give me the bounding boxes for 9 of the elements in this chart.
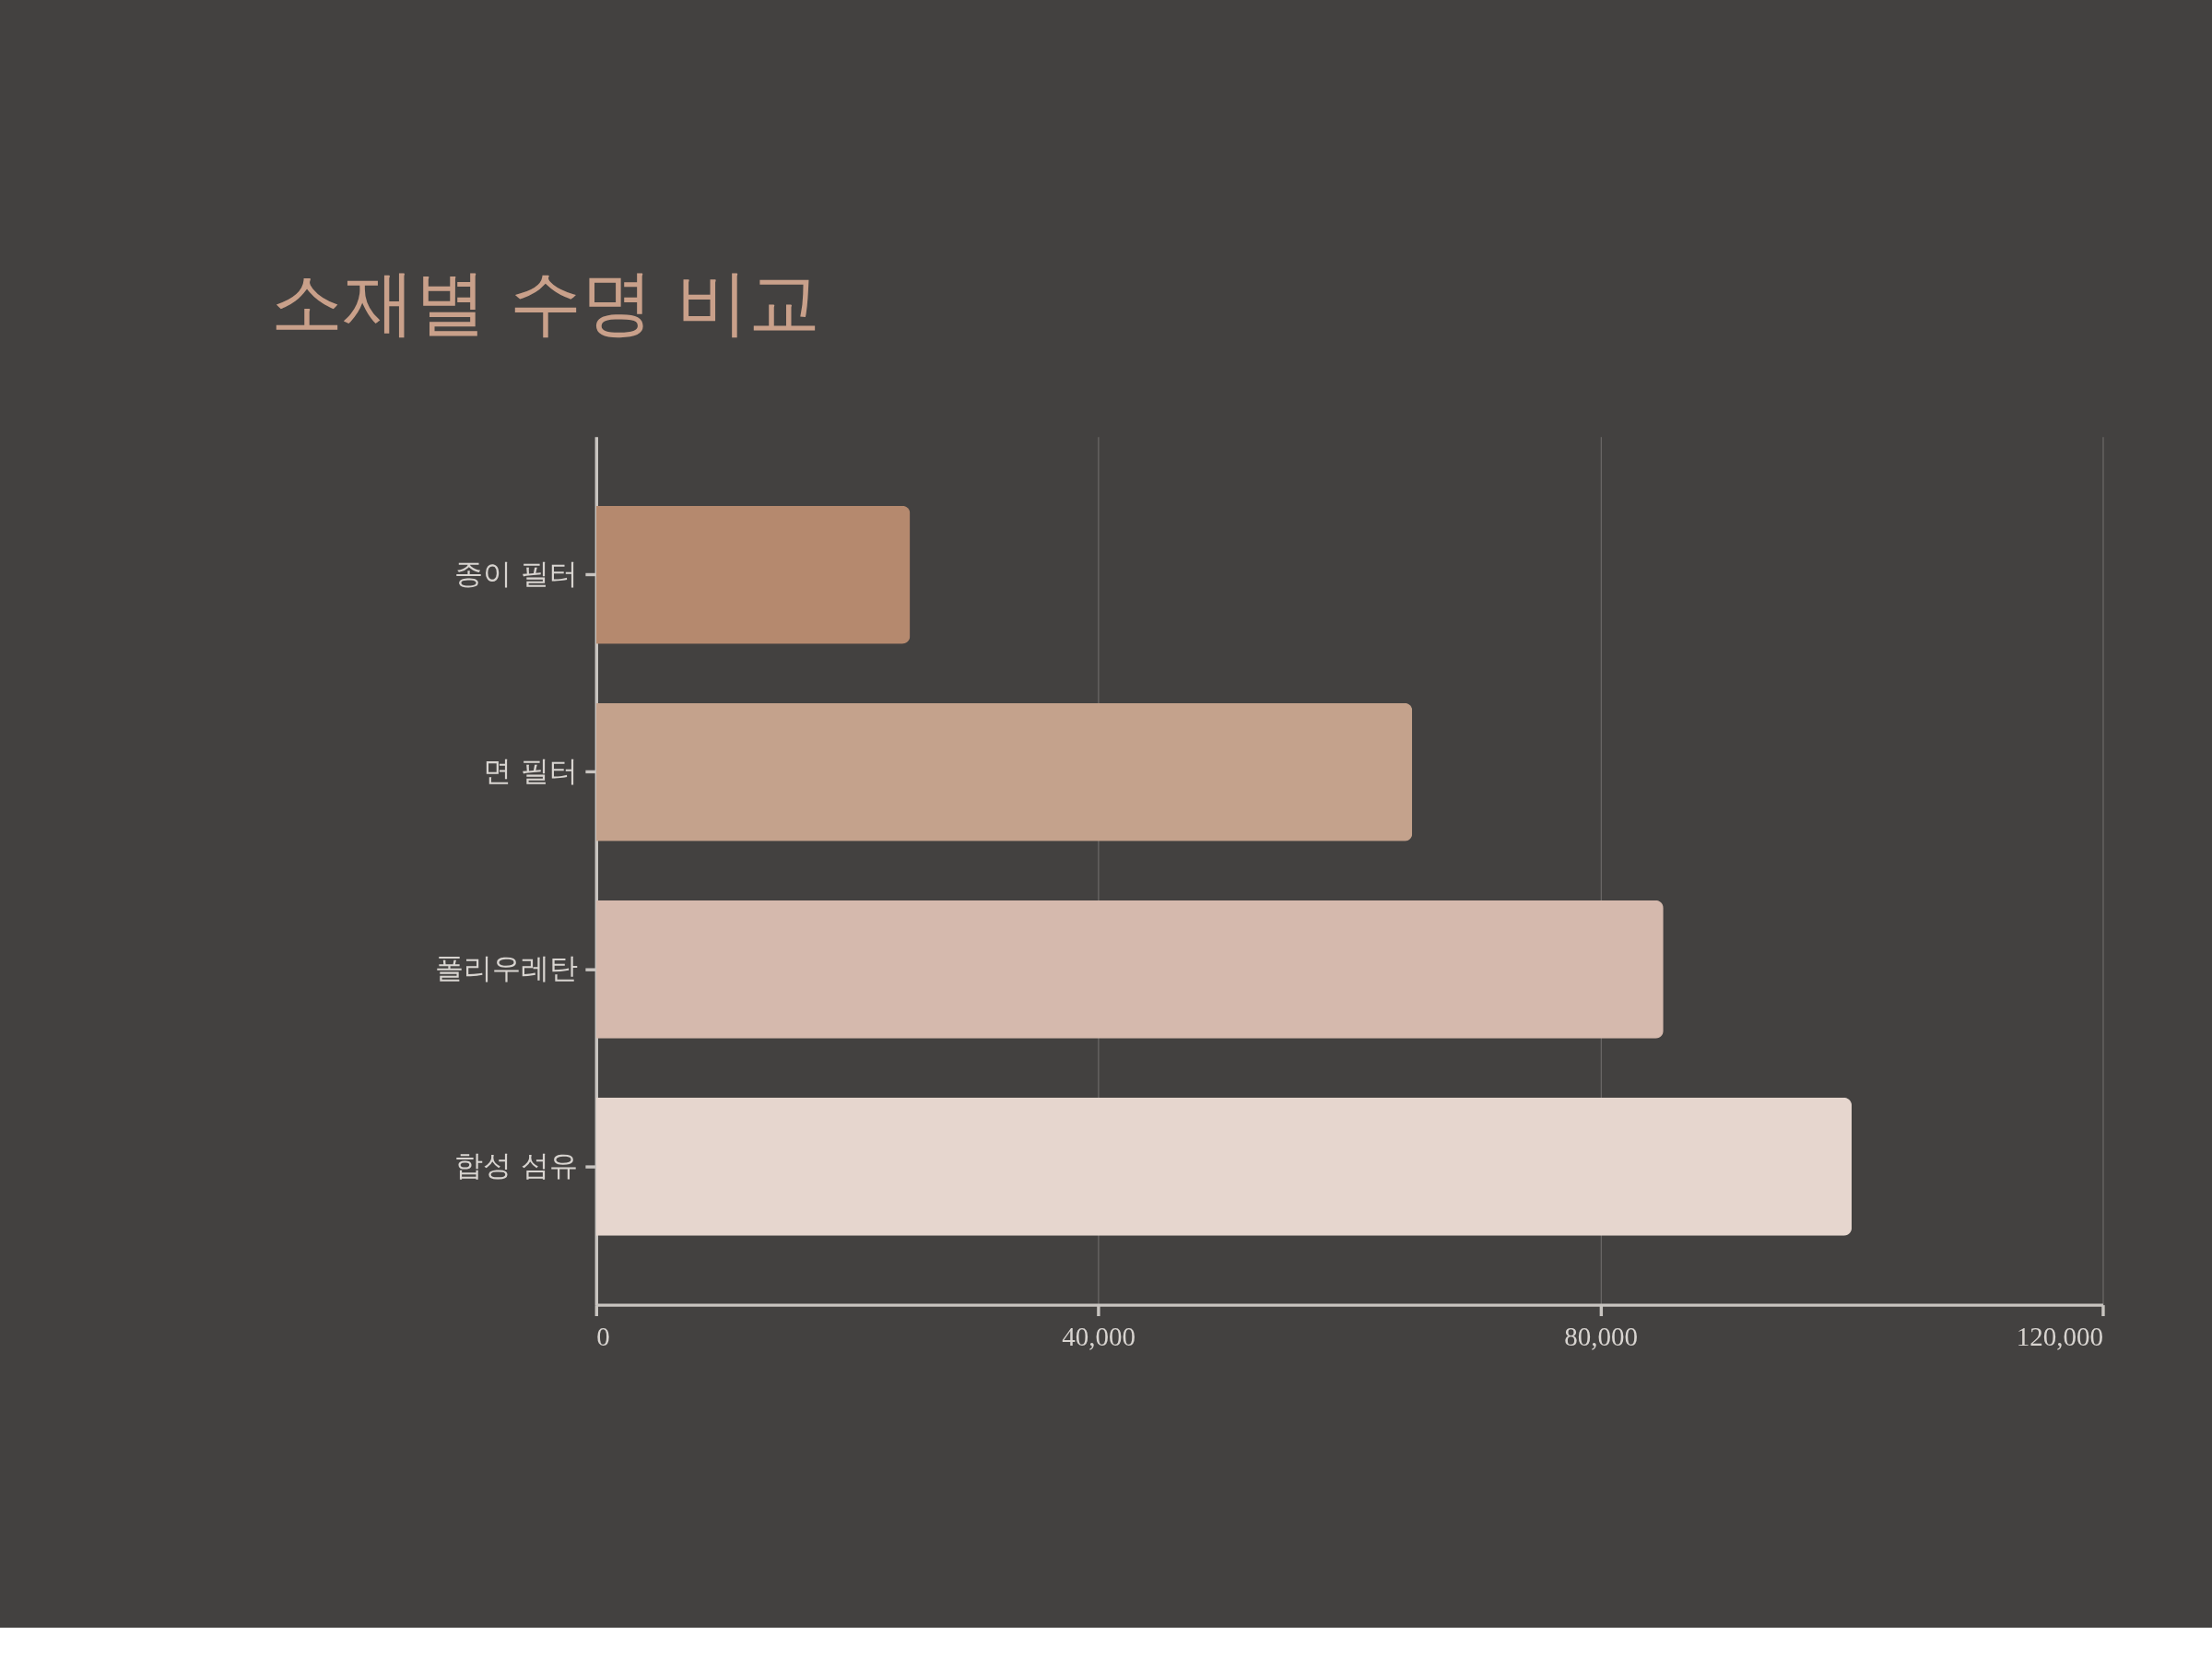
x-tick-label: 120,000 [2016, 1321, 2103, 1351]
x-tick-label: 40,000 [1062, 1321, 1136, 1351]
chart-title: 소재별 수명 비교 [271, 260, 820, 345]
x-tick-label: 80,000 [1564, 1321, 1638, 1351]
y-tick-label: 합성 섬유 [454, 1149, 578, 1182]
x-tick-label: 0 [596, 1321, 610, 1351]
y-tick-label: 종이 필터 [454, 558, 578, 591]
y-tick-label: 폴리우레탄 [434, 952, 578, 985]
y-tick-label: 면 필터 [483, 755, 578, 788]
